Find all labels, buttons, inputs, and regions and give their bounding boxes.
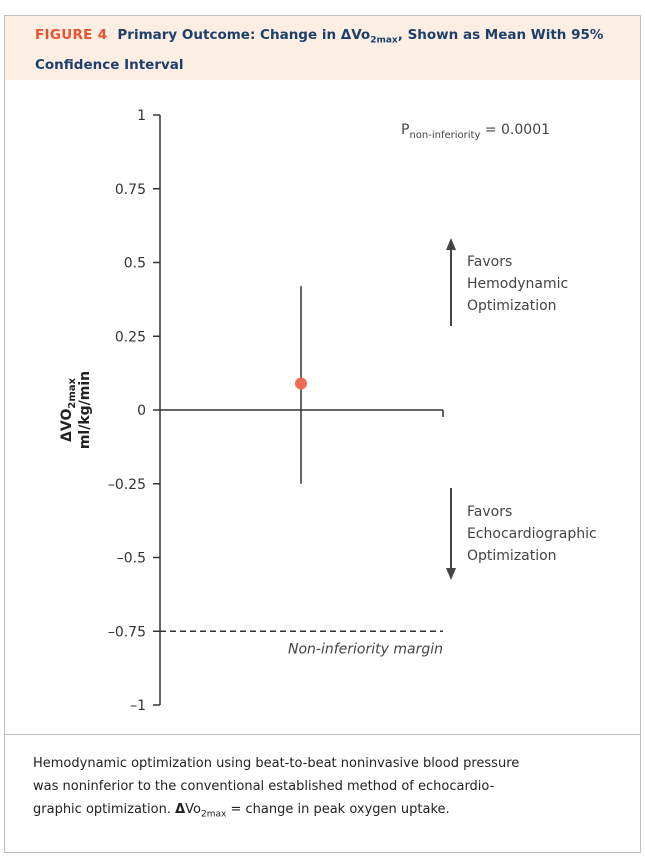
arrow-head [446, 238, 456, 250]
figure-header: FIGURE 4 Primary Outcome: Change in ΔVo2m… [5, 16, 640, 80]
y-axis-ticks: 1 0.75 0.5 0.25 0 –0.25 –0.5 –0.75 –1 [108, 108, 160, 714]
y-tick-label: 0 [137, 403, 146, 419]
caption-line-3a: graphic optimization. [33, 802, 176, 817]
favors-echocardiographic-label: Favors Echocardiographic Optimization [467, 504, 597, 564]
y-tick-label: –0.75 [108, 624, 146, 640]
p-value-label: Pnon-inferiority = 0.0001 [401, 122, 550, 141]
arrow-down-icon [446, 488, 456, 580]
y-tick-label: 0.75 [115, 182, 146, 198]
mean-point [295, 377, 307, 390]
favors-down-line: Optimization [467, 548, 557, 564]
figure-label: FIGURE 4 [35, 27, 108, 43]
p-value: = 0.0001 [480, 122, 550, 138]
y-tick-label: –0.25 [108, 477, 146, 493]
figure-caption: Hemodynamic optimization using beat-to-b… [33, 752, 623, 827]
caption-divider [5, 734, 640, 735]
title-sub: 2max [370, 35, 398, 46]
caption-line-3b: Vo [185, 802, 201, 817]
p-sub: non-inferiority [409, 130, 480, 141]
caption-line-1: Hemodynamic optimization using beat-to-b… [33, 756, 520, 771]
y-tick-label: 0.25 [115, 329, 146, 345]
title-text-1: Primary Outcome: Change in ΔVo [117, 27, 371, 43]
y-tick-label: 1 [137, 108, 146, 124]
favors-down-line: Favors [467, 504, 512, 520]
title-text-2: , Shown as Mean With 95% Confidence Inte… [35, 27, 604, 73]
figure-title: FIGURE 4 Primary Outcome: Change in ΔVo2m… [35, 23, 620, 77]
caption-line-2: was noninferior to the conventional esta… [33, 779, 495, 794]
favors-up-line: Optimization [467, 298, 557, 314]
y-tick-label: –0.5 [117, 551, 146, 567]
caption-line-3c: = change in peak oxygen uptake. [226, 802, 450, 817]
caption-delta: Δ [175, 802, 186, 817]
figure-frame: FIGURE 4 Primary Outcome: Change in ΔVo2m… [4, 15, 641, 853]
y-label-line-2: ml/kg/min [77, 371, 93, 449]
favors-up-line: Favors [467, 254, 512, 270]
favors-up-line: Hemodynamic [467, 276, 568, 292]
y-axis-label: ΔVO2max ml/kg/min [59, 371, 93, 449]
caption-sub: 2max [201, 809, 227, 820]
y-tick-label: 0.5 [124, 256, 146, 272]
arrow-up-icon [446, 238, 456, 326]
favors-down-line: Echocardiographic [467, 526, 597, 542]
y-label-line-1: ΔVO2max [59, 377, 78, 441]
p-main: P [401, 122, 409, 138]
favors-hemodynamic-label: Favors Hemodynamic Optimization [467, 254, 568, 314]
arrow-head [446, 568, 456, 580]
non-inferiority-margin-label: Non-inferiority margin [288, 641, 443, 657]
y-tick-label: –1 [130, 698, 146, 714]
